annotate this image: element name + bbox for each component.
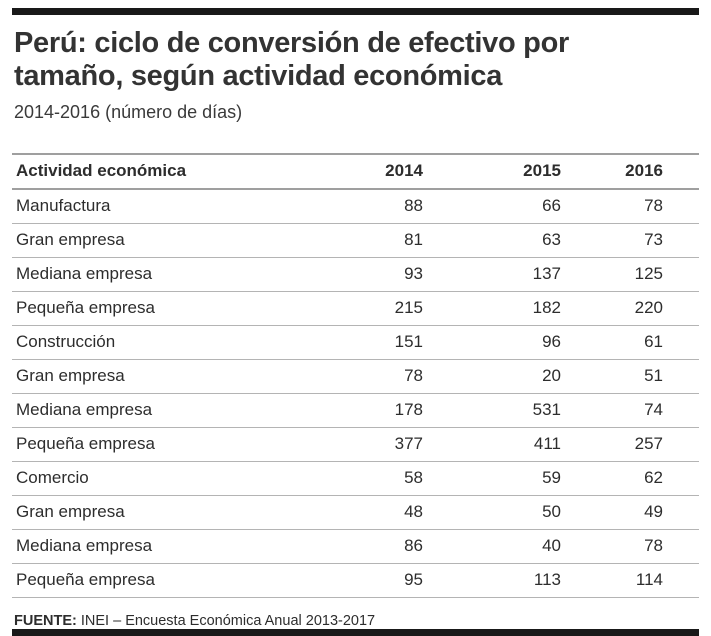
row-label: Mediana empresa [12,257,285,292]
row-value: 81 [285,223,423,258]
row-value: 51 [561,359,699,394]
table-row: Gran empresa 48 50 49 [12,495,699,530]
table-header-row: Actividad económica 2014 2015 2016 [12,152,699,190]
row-label: Comercio [12,461,285,496]
table-row-category: Manufactura 88 66 78 [12,188,699,224]
row-label: Gran empresa [12,223,285,258]
row-label: Construcción [12,325,285,360]
row-value: 48 [285,495,423,530]
table-row-category: Construcción 151 96 61 [12,325,699,360]
row-value: 20 [423,359,561,394]
column-header-2014: 2014 [285,152,423,190]
row-value: 62 [561,461,699,496]
top-rule-bar [12,8,699,15]
row-value: 61 [561,325,699,360]
row-label: Pequeña empresa [12,563,285,598]
row-value: 78 [561,529,699,564]
row-value: 66 [423,188,561,224]
row-value: 377 [285,427,423,462]
row-value: 137 [423,257,561,292]
row-value: 215 [285,291,423,326]
row-value: 74 [561,393,699,428]
bottom-rule-bar [12,628,699,636]
row-label: Gran empresa [12,495,285,530]
table-row: Mediana empresa 93 137 125 [12,257,699,292]
page-title: Perú: ciclo de conversión de efectivo po… [14,27,699,94]
table-row: Pequeña empresa 377 411 257 [12,427,699,462]
table-body: Manufactura 88 66 78 Gran empresa 81 63 73 Media… [12,188,699,598]
table-row: Pequeña empresa 95 113 114 [12,563,699,598]
row-label: Pequeña empresa [12,427,285,462]
source-text: INEI – Encuesta Económica Anual 2013-201… [80,612,376,629]
row-value: 88 [285,188,423,224]
data-table: Actividad económica 2014 2015 2016 Manuf… [12,152,699,598]
row-value: 78 [561,188,699,224]
row-value: 182 [423,291,561,326]
row-label: Mediana empresa [12,529,285,564]
row-value: 151 [285,325,423,360]
table-row: Mediana empresa 86 40 78 [12,529,699,564]
source-label: FUENTE: [14,612,77,629]
subtitle: 2014-2016 (número de días) [14,101,243,122]
row-value: 58 [285,461,423,496]
row-value: 93 [285,257,423,292]
row-value: 257 [561,427,699,462]
row-value: 86 [285,529,423,564]
table-row: Gran empresa 81 63 73 [12,223,699,258]
row-value: 73 [561,223,699,258]
row-value: 95 [285,563,423,598]
row-value: 411 [423,427,561,462]
row-value: 220 [561,291,699,326]
column-header-2016: 2016 [561,152,699,190]
row-value: 50 [423,495,561,530]
row-value: 63 [423,223,561,258]
row-value: 78 [285,359,423,394]
row-value: 531 [423,393,561,428]
table-row-category: Comercio 58 59 62 [12,461,699,496]
row-value: 125 [561,257,699,292]
table-row: Pequeña empresa 215 182 220 [12,291,699,326]
row-label: Pequeña empresa [12,291,285,326]
row-value: 178 [285,393,423,428]
column-header-2015: 2015 [423,152,561,190]
row-label: Gran empresa [12,359,285,394]
source-note: FUENTE: INEI – Encuesta Económica Anual … [14,613,699,629]
row-value: 40 [423,529,561,564]
row-value: 114 [561,563,699,598]
row-label: Manufactura [12,188,285,224]
row-value: 113 [423,563,561,598]
column-header-activity: Actividad económica [12,152,285,190]
row-value: 59 [423,461,561,496]
row-value: 49 [561,495,699,530]
row-label: Mediana empresa [12,393,285,428]
page-title-line-1: Perú: ciclo de conversión de efectivo po… [14,27,569,59]
table-row: Mediana empresa 178 531 74 [12,393,699,428]
page-title-line-2: tamaño, según actividad económica [14,60,503,93]
table-row: Gran empresa 78 20 51 [12,359,699,394]
row-value: 96 [423,325,561,360]
